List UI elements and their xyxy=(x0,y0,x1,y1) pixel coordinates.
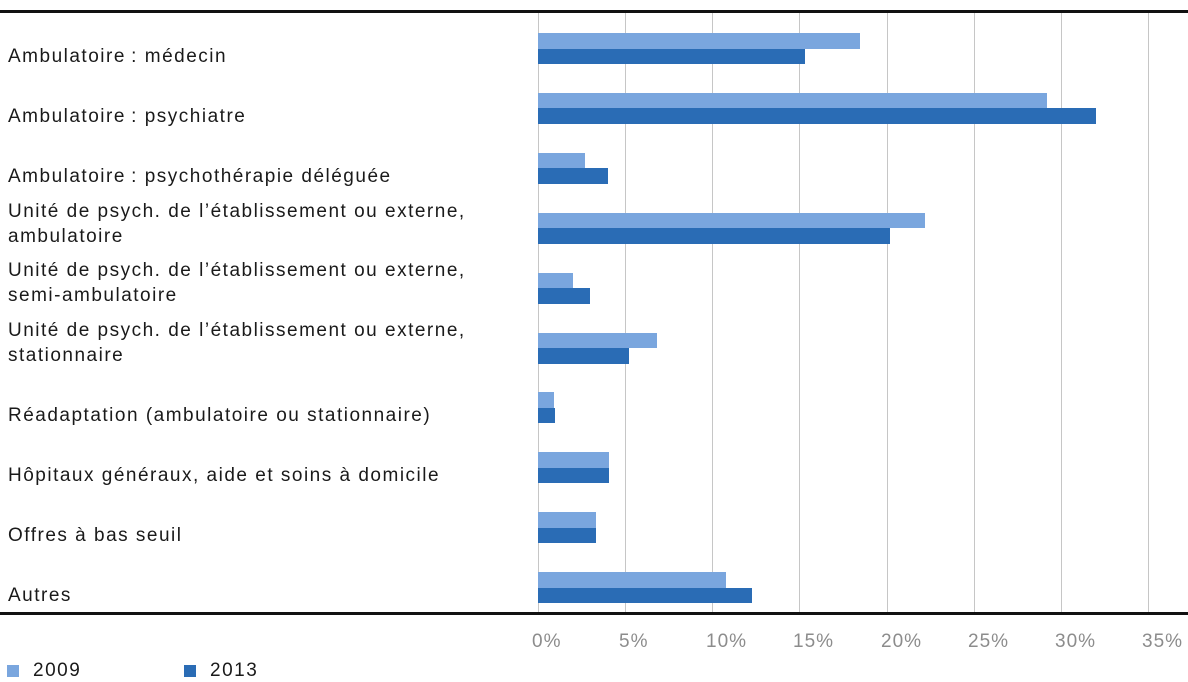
bar-2009 xyxy=(538,212,925,229)
bar-2009 xyxy=(538,332,657,348)
bar-2013 xyxy=(538,228,891,244)
gridline xyxy=(1061,13,1062,612)
category-label: Ambulatoire : psychothérapie déléguée xyxy=(8,165,392,187)
bar-2009 xyxy=(538,572,727,588)
x-tick-label: 5% xyxy=(619,631,649,652)
x-tick-label: 15% xyxy=(793,631,835,652)
category-label: Autres xyxy=(8,584,72,606)
x-tick-label: 25% xyxy=(968,631,1010,652)
category-label: Unité de psych. de l’établissement ou ex… xyxy=(8,200,466,247)
bar-2009 xyxy=(538,33,861,49)
category-row: Unité de psych. de l’établissement ou ex… xyxy=(0,311,1188,371)
category-label: Hôpitaux généraux, aide et soins à domic… xyxy=(8,465,441,487)
x-tick-label: 10% xyxy=(706,631,748,652)
bar-2013 xyxy=(538,348,629,364)
bar-2009 xyxy=(538,512,596,528)
gridline xyxy=(1148,13,1149,612)
gridline xyxy=(712,13,713,612)
bar-2013 xyxy=(538,48,805,64)
legend-label: 2013 xyxy=(210,660,259,681)
category-row: Offres à bas seuil xyxy=(0,490,1188,550)
bar-2013 xyxy=(538,407,556,424)
category-row: Hôpitaux généraux, aide et soins à domic… xyxy=(0,430,1188,490)
category-label: Ambulatoire : médecin xyxy=(8,45,228,67)
legend-swatch xyxy=(184,665,196,677)
bar-2009 xyxy=(538,452,610,468)
x-tick-label: 30% xyxy=(1055,631,1097,652)
gridline xyxy=(799,13,800,612)
category-row: Unité de psych. de l’établissement ou ex… xyxy=(0,191,1188,251)
category-label: Offres à bas seuil xyxy=(8,525,183,547)
legend-label: 2009 xyxy=(33,660,82,681)
category-row: Unité de psych. de l’établissement ou ex… xyxy=(0,251,1188,311)
category-label: Réadaptation (ambulatoire ou stationnair… xyxy=(8,405,432,427)
bar-2009 xyxy=(538,152,586,169)
category-row: Réadaptation (ambulatoire ou stationnair… xyxy=(0,370,1188,430)
gridline xyxy=(974,13,975,612)
bottom-axis-rule xyxy=(0,612,1188,615)
bar-2009 xyxy=(538,92,1047,109)
bar-2013 xyxy=(538,168,608,184)
bar-2009 xyxy=(538,392,554,408)
bar-2013 xyxy=(538,288,591,304)
bar-2009 xyxy=(538,272,573,289)
bar-2013 xyxy=(538,587,753,604)
category-row: Ambulatoire : psychiatre xyxy=(0,71,1188,131)
category-label: Unité de psych. de l’établissement ou ex… xyxy=(8,260,466,307)
category-row: Autres xyxy=(0,550,1188,610)
legend-swatch xyxy=(7,665,19,677)
bar-2013 xyxy=(538,527,596,544)
category-label: Ambulatoire : psychiatre xyxy=(8,105,247,127)
x-tick-label: 35% xyxy=(1142,631,1184,652)
top-rule xyxy=(0,10,1188,13)
bar-2013 xyxy=(538,467,610,484)
x-tick-label: 0% xyxy=(532,631,562,652)
x-tick-label: 20% xyxy=(881,631,923,652)
category-row: Ambulatoire : médecin xyxy=(0,11,1188,71)
bar-2013 xyxy=(538,108,1096,124)
gridline xyxy=(887,13,888,612)
gridline xyxy=(538,13,539,612)
gridline xyxy=(625,13,626,612)
category-row: Ambulatoire : psychothérapie déléguée xyxy=(0,131,1188,191)
category-label: Unité de psych. de l’établissement ou ex… xyxy=(8,320,466,367)
